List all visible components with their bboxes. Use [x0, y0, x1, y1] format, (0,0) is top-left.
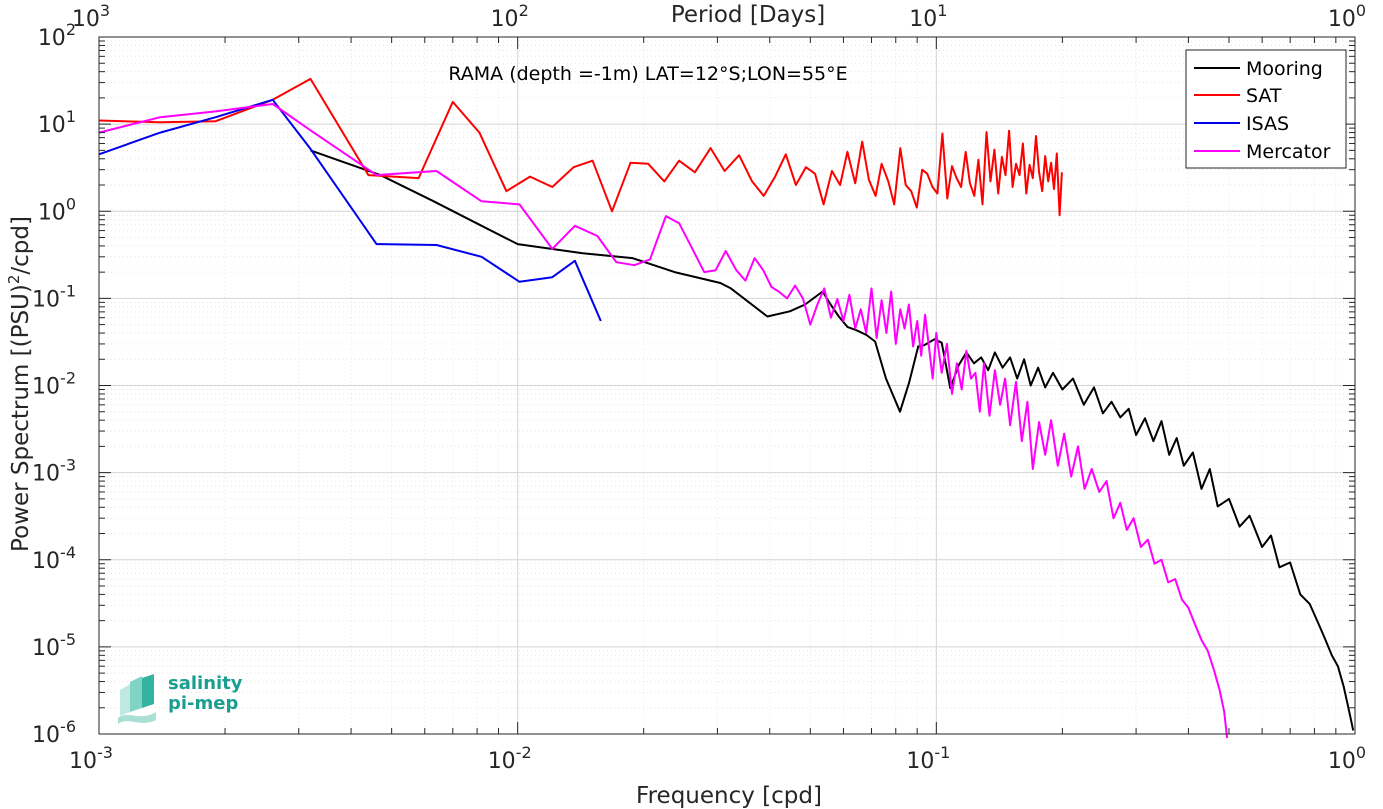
- legend-label-mercator: Mercator: [1246, 141, 1331, 163]
- y-axis-label-main: Power Spectrum [(PSU): [8, 284, 34, 552]
- y-axis-label-sup: 2: [5, 275, 23, 285]
- grid: [99, 37, 1355, 734]
- series-line-sat: [98, 77, 1063, 217]
- y-tick-label: 10-6: [32, 717, 76, 748]
- logo-line-1: salinity: [168, 673, 243, 694]
- y-tick-label: 102: [38, 20, 76, 51]
- salinity-pi-mep-logo: [116, 672, 256, 724]
- legend-label-mooring: Mooring: [1246, 58, 1323, 80]
- x-tick-label: 10-2: [488, 743, 532, 774]
- y-tick-label: 10-2: [32, 369, 76, 400]
- x-axis-label: Frequency [cpd]: [636, 783, 822, 809]
- y-tick-label: 10-1: [32, 281, 76, 312]
- logo-line-2: pi-mep: [168, 693, 239, 714]
- top-tick-label: 102: [491, 1, 529, 32]
- top-tick-label: 100: [1328, 1, 1366, 32]
- series-layer: [98, 77, 1355, 739]
- legend-label-isas: ISAS: [1246, 113, 1289, 135]
- chart-title: RAMA (depth =-1m) LAT=12°S;LON=55°E: [448, 63, 847, 85]
- series-line-mercator: [98, 103, 1229, 739]
- y-tick-label: 10-3: [32, 456, 76, 487]
- y-tick-label: 101: [38, 107, 76, 138]
- logo-mark-icon: [118, 674, 156, 724]
- legend: Mooring SAT ISAS Mercator: [1185, 49, 1347, 169]
- series-line-mooring: [310, 149, 1355, 731]
- x-tick-label: 10-1: [906, 743, 950, 774]
- y-axis-label: Power Spectrum [(PSU)2/cpd]: [5, 216, 34, 552]
- y-tick-label: 10-5: [32, 630, 76, 661]
- legend-label-sat: SAT: [1246, 85, 1282, 107]
- x-tick-label: 10-3: [69, 743, 113, 774]
- logo-text: salinity pi-mep: [168, 674, 243, 714]
- x-tick-label: 100: [1328, 743, 1366, 774]
- y-tick-label: 10-4: [32, 543, 76, 574]
- legend-box: [1185, 49, 1347, 169]
- y-axis-label-tail: /cpd]: [8, 216, 34, 275]
- ticks: [98, 37, 1355, 735]
- series-line-isas: [98, 98, 602, 322]
- top-tick-label: 101: [909, 1, 947, 32]
- top-axis-label: Period [Days]: [671, 2, 825, 28]
- top-tick-label: 103: [72, 1, 110, 32]
- y-tick-label: 100: [38, 194, 76, 225]
